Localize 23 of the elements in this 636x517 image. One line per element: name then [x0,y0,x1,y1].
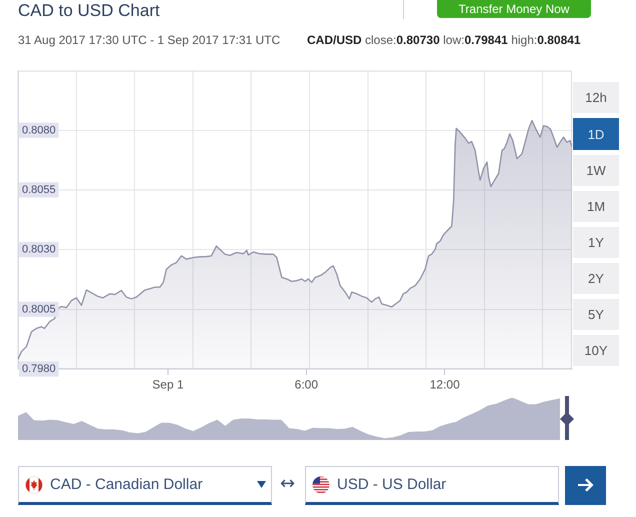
range-button[interactable]: 5Y [573,299,619,330]
y-tick-label: 0.7980 [22,363,56,376]
y-tick-label: 0.8005 [22,303,56,316]
text: CAD/USD close:0.80730 low:0.79841 high:0.80841 [307,33,581,48]
arrow-button[interactable] [565,466,606,505]
y-tick-label: 0.8030 [22,244,56,256]
y-tick-label: 0.8080 [22,124,56,136]
range-button[interactable]: 1W [573,155,619,186]
range-button[interactable]: 12h [573,82,619,113]
range-button[interactable]: 2Y [573,263,619,294]
chart-subtitle: 31 Aug 2017 17:30 UTC - 1 Sep 2017 17:31 UTC [18,33,280,48]
select-field[interactable]: CAD - Canadian Dollar [18,466,272,505]
x-tick-label: 6:00 [294,378,318,392]
x-tick-label: Sep 1 [152,378,184,392]
select-field[interactable]: USD - US Dollar [305,466,559,505]
range-button[interactable]: 1D [573,118,619,150]
chart-title: CAD to USD Chart [18,1,160,21]
x-tick-label: 12:00 [430,378,460,392]
range-button[interactable]: 1Y [573,227,619,258]
range-button[interactable]: 10Y [573,335,619,366]
range-button[interactable]: 1M [573,191,619,222]
y-tick-label: 0.8055 [22,184,56,196]
text: ↔ [280,473,296,494]
